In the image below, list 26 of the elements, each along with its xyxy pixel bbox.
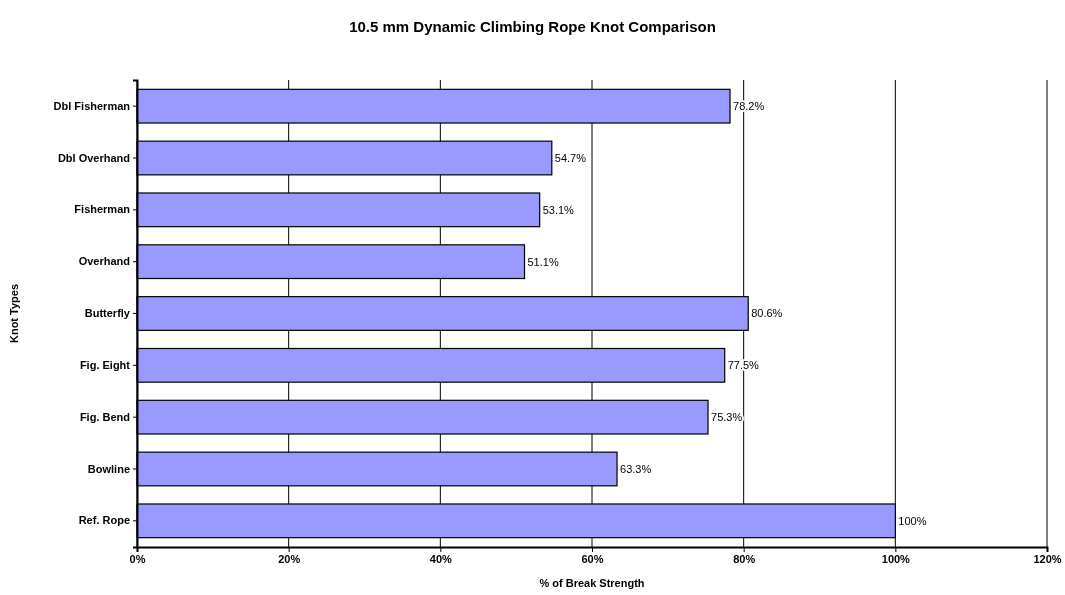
y-tick-label: Overhand <box>78 255 130 268</box>
y-tick-label: Fisherman <box>74 203 131 216</box>
data-label: 63.3% <box>620 462 652 475</box>
x-tick-label: 20% <box>278 552 301 565</box>
y-tick-label: Fig. Bend <box>79 410 130 423</box>
x-tick-label: 60% <box>581 552 604 565</box>
x-tick-label: 0% <box>129 552 146 565</box>
y-tick-label: Ref. Rope <box>78 514 130 527</box>
y-tick-label: Dbl Overhand <box>57 151 130 164</box>
x-tick-label: 80% <box>733 552 756 565</box>
data-label: 51.1% <box>527 255 559 268</box>
x-tick-label: 120% <box>1033 552 1062 565</box>
x-tick-label: 40% <box>429 552 453 565</box>
chart-title: 10.5 mm Dynamic Climbing Rope Knot Comparison <box>349 18 716 35</box>
y-tick-label: Dbl Fisherman <box>53 99 131 112</box>
data-label: 54.7% <box>554 151 587 164</box>
x-tick-label: 100% <box>881 552 911 565</box>
y-tick-label: Fig. Eight <box>79 358 131 371</box>
data-label: 80.6% <box>751 307 783 320</box>
y-tick-label: Bowline <box>87 462 130 475</box>
data-label: 75.3% <box>711 411 743 424</box>
x-axis-title: % of Break Strength <box>539 577 645 589</box>
y-tick-label: Butterfly <box>84 307 131 320</box>
data-label: 100% <box>898 514 927 527</box>
data-label: 53.1% <box>542 203 575 216</box>
y-axis-title: Knot Types <box>8 283 20 344</box>
